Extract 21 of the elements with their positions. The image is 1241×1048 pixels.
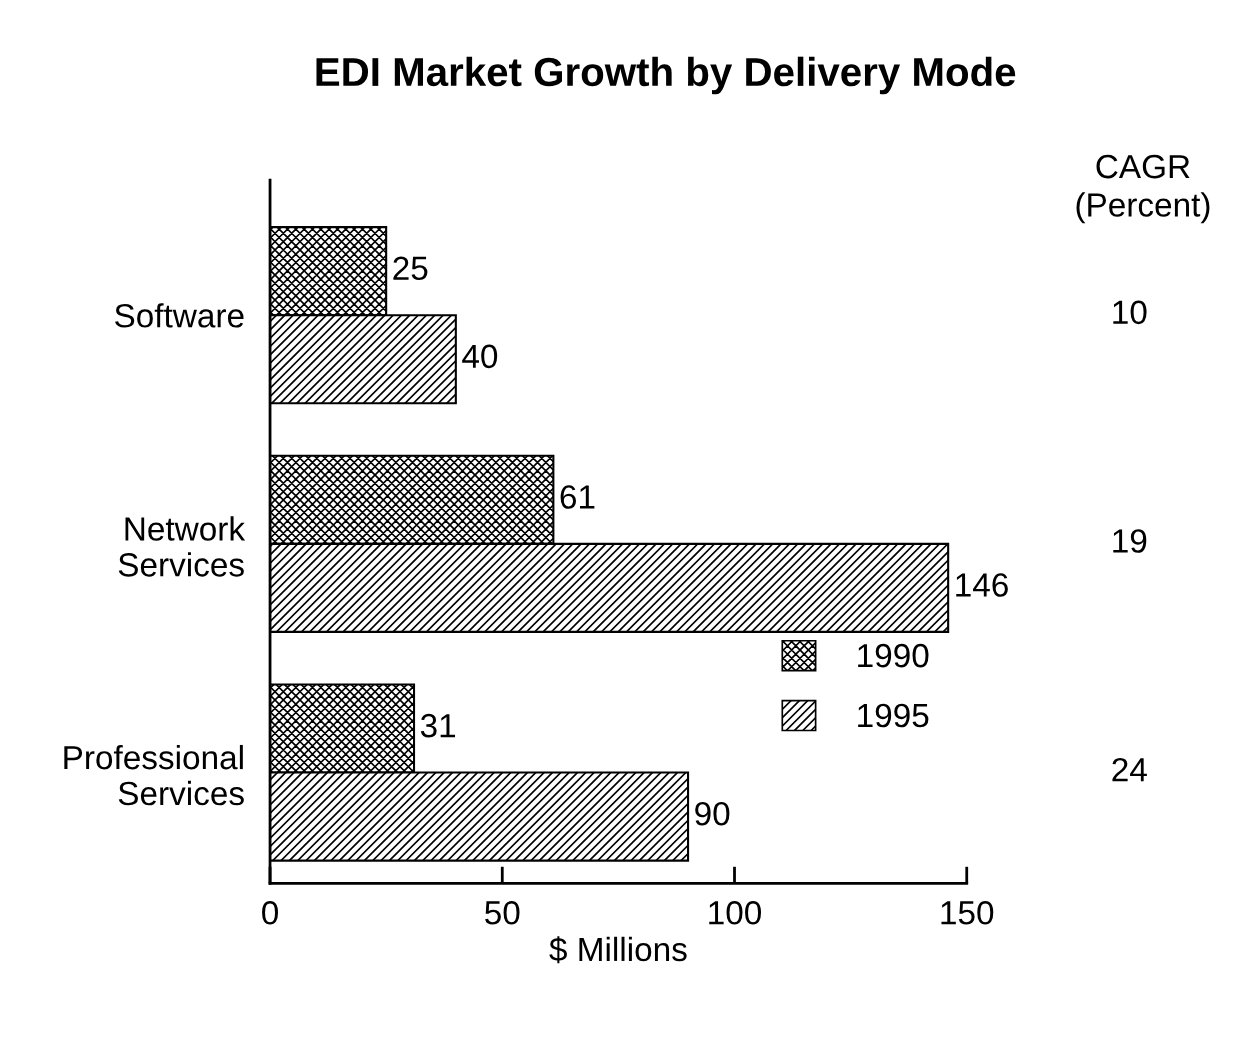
y-tick-label: Software — [115, 303, 244, 328]
legend-label: 1995 — [858, 703, 929, 728]
text: CAGR (Percent) — [1076, 154, 1210, 224]
text: 24 — [1112, 757, 1147, 782]
x-tick-label: 0 — [262, 901, 279, 925]
data-label: 40 — [462, 344, 498, 369]
x-axis-title: $ Millions — [549, 936, 687, 964]
data-label: 61 — [560, 485, 595, 509]
data-label: 90 — [695, 801, 730, 826]
y-tick-label: Network Services — [118, 516, 246, 577]
x-tick-label: 100 — [709, 901, 762, 925]
x-tick-label: 150 — [941, 901, 994, 925]
x-tick-label: 50 — [485, 901, 520, 925]
legend-label: 1990 — [858, 643, 929, 668]
text: 19 — [1113, 529, 1147, 553]
data-label: 146 — [956, 573, 1008, 597]
chart-title: EDI Market Growth by Delivery Mode — [316, 56, 1016, 95]
data-label: 25 — [393, 256, 428, 281]
data-label: 31 — [420, 713, 456, 738]
y-tick-label: Professional Services — [64, 744, 244, 806]
text: 10 — [1113, 300, 1147, 325]
